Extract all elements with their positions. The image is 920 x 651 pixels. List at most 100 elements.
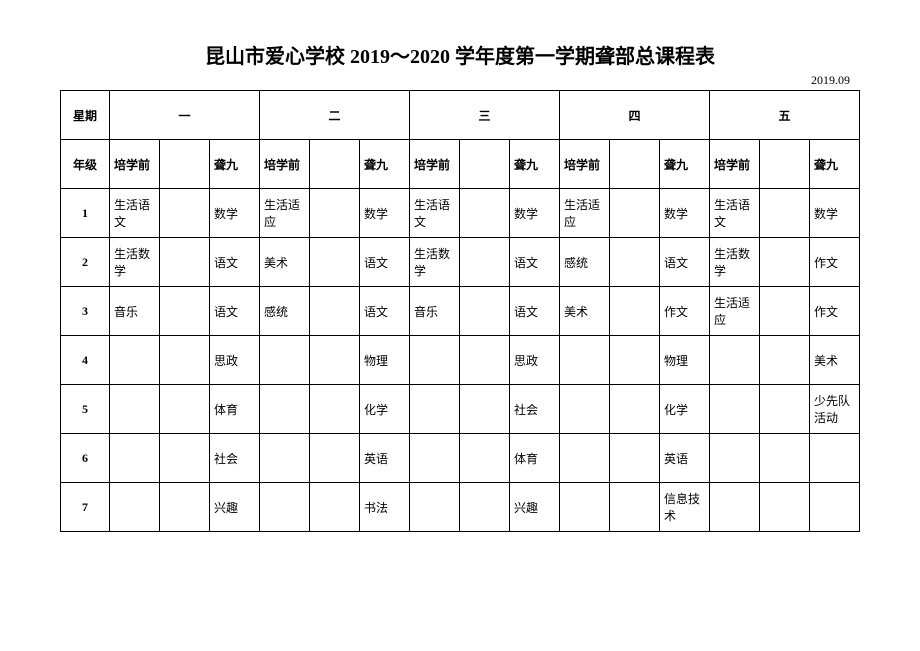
schedule-cell [310, 336, 360, 385]
schedule-cell [110, 385, 160, 434]
schedule-cell: 少先队活动 [810, 385, 860, 434]
schedule-cell [760, 238, 810, 287]
schedule-cell: 物理 [660, 336, 710, 385]
schedule-cell: 生活语文 [410, 189, 460, 238]
schedule-cell [760, 483, 810, 532]
schedule-cell [160, 336, 210, 385]
schedule-cell: 音乐 [410, 287, 460, 336]
schedule-cell: 兴趣 [210, 483, 260, 532]
period-label: 1 [61, 189, 110, 238]
schedule-cell: 体育 [210, 385, 260, 434]
schedule-cell [560, 336, 610, 385]
schedule-cell [310, 385, 360, 434]
schedule-cell: 生活适应 [560, 189, 610, 238]
schedule-cell [410, 385, 460, 434]
schedule-cell [610, 385, 660, 434]
schedule-cell [560, 385, 610, 434]
schedule-cell [810, 483, 860, 532]
schedule-cell: 语文 [360, 287, 410, 336]
schedule-cell [560, 434, 610, 483]
schedule-cell [810, 434, 860, 483]
schedule-cell: 感统 [260, 287, 310, 336]
schedule-cell: 美术 [260, 238, 310, 287]
schedule-cell: 生活数学 [410, 238, 460, 287]
schedule-cell: 社会 [210, 434, 260, 483]
grade-col: 聋九 [810, 140, 860, 189]
schedule-cell: 化学 [360, 385, 410, 434]
schedule-cell [710, 385, 760, 434]
schedule-cell [460, 483, 510, 532]
period-label: 5 [61, 385, 110, 434]
schedule-cell [310, 189, 360, 238]
schedule-cell [560, 483, 610, 532]
schedule-cell [310, 287, 360, 336]
table-row: 4思政物理思政物理美术 [61, 336, 860, 385]
schedule-cell: 语文 [210, 238, 260, 287]
schedule-cell [610, 189, 660, 238]
period-label: 2 [61, 238, 110, 287]
schedule-cell: 作文 [810, 287, 860, 336]
grade-header-row: 年级 培学前 聋九 培学前 聋九 培学前 聋九 培学前 聋九 培学前 聋九 [61, 140, 860, 189]
schedule-cell [260, 385, 310, 434]
schedule-cell [160, 238, 210, 287]
grade-col [310, 140, 360, 189]
schedule-cell: 语文 [660, 238, 710, 287]
schedule-cell: 社会 [510, 385, 560, 434]
schedule-cell [760, 385, 810, 434]
weekday-5: 五 [710, 91, 860, 140]
schedule-cell: 信息技术 [660, 483, 710, 532]
schedule-cell: 语文 [360, 238, 410, 287]
schedule-cell: 数学 [210, 189, 260, 238]
schedule-cell [760, 336, 810, 385]
period-label: 6 [61, 434, 110, 483]
grade-col [160, 140, 210, 189]
period-label: 7 [61, 483, 110, 532]
schedule-cell: 生活适应 [710, 287, 760, 336]
schedule-cell: 数学 [810, 189, 860, 238]
schedule-cell: 作文 [660, 287, 710, 336]
schedule-cell [460, 189, 510, 238]
table-row: 1生活语文数学生活适应数学生活语文数学生活适应数学生活语文数学 [61, 189, 860, 238]
schedule-cell: 数学 [360, 189, 410, 238]
schedule-cell: 思政 [510, 336, 560, 385]
grade-col [610, 140, 660, 189]
schedule-cell: 英语 [660, 434, 710, 483]
grade-col: 聋九 [660, 140, 710, 189]
weekday-1: 一 [110, 91, 260, 140]
period-label: 3 [61, 287, 110, 336]
schedule-cell [760, 434, 810, 483]
schedule-cell [260, 483, 310, 532]
schedule-table: 星期 一 二 三 四 五 年级 培学前 聋九 培学前 聋九 培学前 聋九 培学前… [60, 90, 860, 532]
grade-col: 培学前 [560, 140, 610, 189]
table-row: 5体育化学社会化学少先队活动 [61, 385, 860, 434]
schedule-cell [160, 434, 210, 483]
grade-col: 培学前 [110, 140, 160, 189]
period-label: 4 [61, 336, 110, 385]
schedule-cell [460, 385, 510, 434]
schedule-cell: 作文 [810, 238, 860, 287]
page-title: 昆山市爱心学校 2019～2020 学年度第一学期聋部总课程表 [60, 40, 860, 69]
table-row: 2生活数学语文美术语文生活数学语文感统语文生活数学作文 [61, 238, 860, 287]
grade-col: 聋九 [510, 140, 560, 189]
grade-col: 培学前 [410, 140, 460, 189]
schedule-cell [710, 483, 760, 532]
schedule-cell [260, 434, 310, 483]
grade-col: 培学前 [710, 140, 760, 189]
schedule-cell: 生活数学 [710, 238, 760, 287]
schedule-cell: 生活数学 [110, 238, 160, 287]
schedule-cell: 生活语文 [710, 189, 760, 238]
grade-col [460, 140, 510, 189]
schedule-cell [610, 287, 660, 336]
schedule-cell: 书法 [360, 483, 410, 532]
weekday-4: 四 [560, 91, 710, 140]
schedule-cell [310, 434, 360, 483]
schedule-cell [410, 483, 460, 532]
page-date: 2019.09 [60, 73, 860, 88]
schedule-cell [310, 238, 360, 287]
schedule-cell: 语文 [510, 238, 560, 287]
schedule-cell [710, 434, 760, 483]
table-row: 3音乐语文感统语文音乐语文美术作文生活适应作文 [61, 287, 860, 336]
schedule-cell [160, 385, 210, 434]
schedule-cell [460, 336, 510, 385]
schedule-cell: 生活语文 [110, 189, 160, 238]
